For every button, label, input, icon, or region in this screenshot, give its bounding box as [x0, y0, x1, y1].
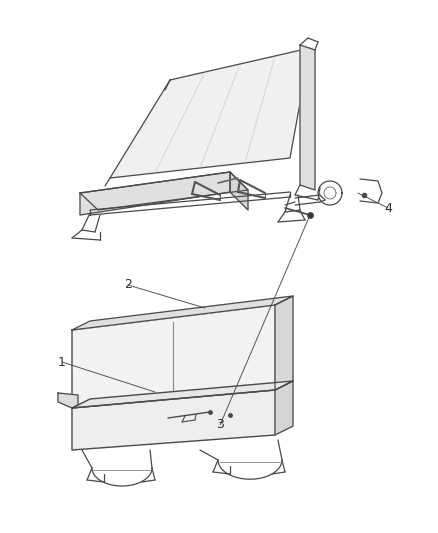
Polygon shape: [72, 381, 293, 408]
Polygon shape: [230, 172, 248, 210]
Polygon shape: [72, 390, 275, 450]
Text: 2: 2: [124, 279, 132, 292]
Polygon shape: [72, 296, 293, 330]
Polygon shape: [110, 48, 310, 178]
Polygon shape: [80, 172, 230, 215]
Polygon shape: [300, 45, 315, 190]
Polygon shape: [72, 305, 275, 408]
Text: 3: 3: [216, 418, 224, 432]
Polygon shape: [58, 393, 78, 408]
Text: 1: 1: [58, 356, 66, 368]
Polygon shape: [80, 172, 248, 210]
Text: 4: 4: [384, 201, 392, 214]
Polygon shape: [275, 381, 293, 435]
Polygon shape: [275, 296, 293, 390]
